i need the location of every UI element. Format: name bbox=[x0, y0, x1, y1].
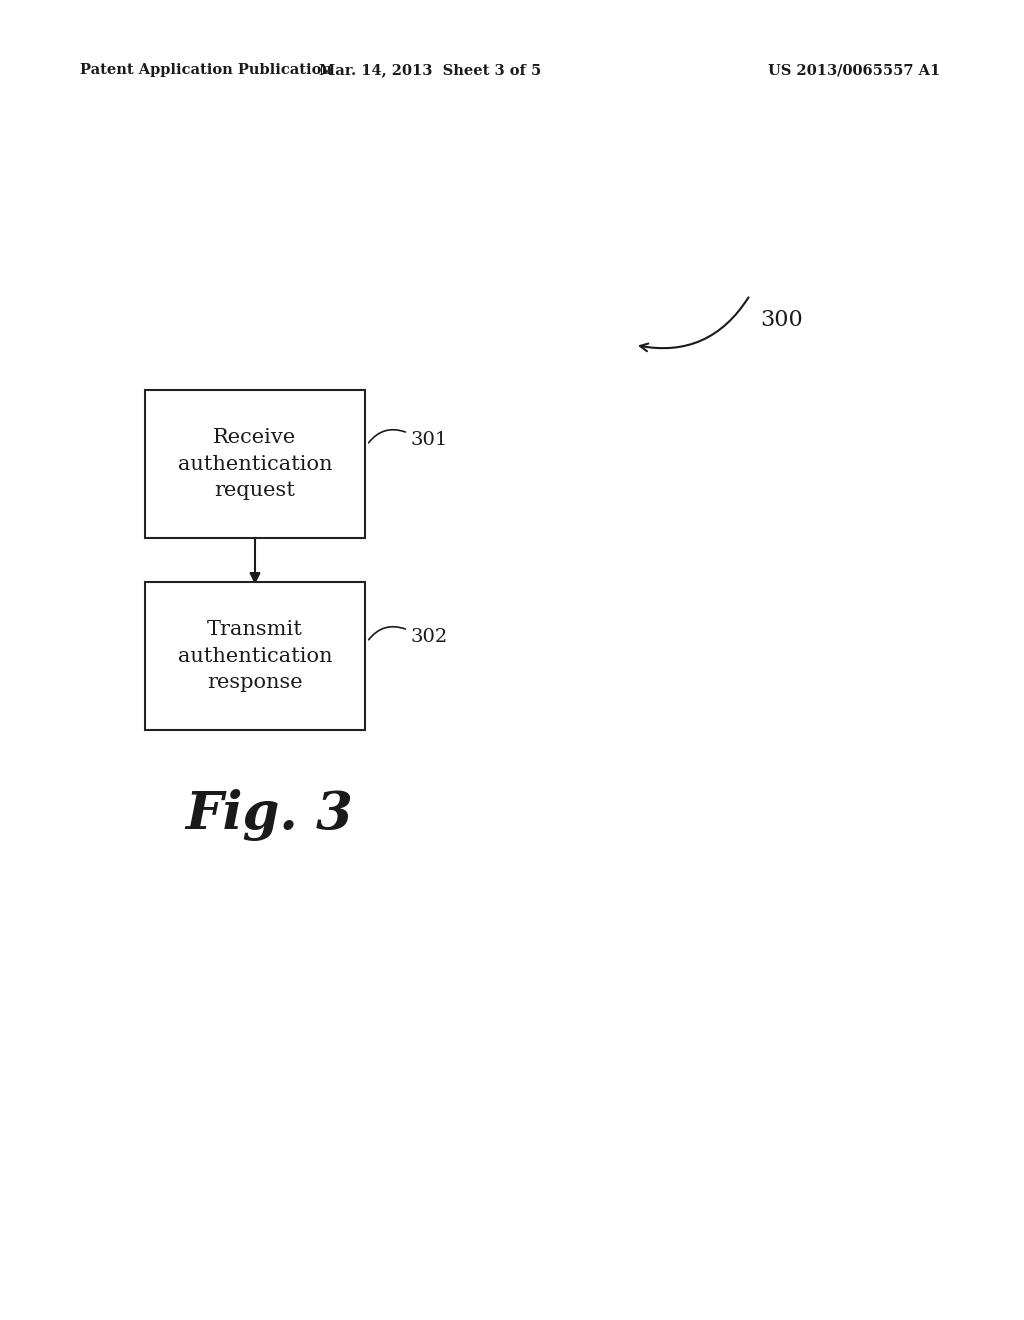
Text: Patent Application Publication: Patent Application Publication bbox=[80, 63, 332, 77]
Text: 302: 302 bbox=[410, 628, 447, 645]
Text: Fig. 3: Fig. 3 bbox=[185, 789, 353, 841]
Text: 300: 300 bbox=[760, 309, 803, 331]
Text: Mar. 14, 2013  Sheet 3 of 5: Mar. 14, 2013 Sheet 3 of 5 bbox=[318, 63, 541, 77]
Bar bbox=[145, 582, 365, 730]
Text: Transmit
authentication
response: Transmit authentication response bbox=[178, 620, 332, 692]
Text: 301: 301 bbox=[410, 432, 447, 449]
Text: US 2013/0065557 A1: US 2013/0065557 A1 bbox=[768, 63, 940, 77]
Bar bbox=[145, 389, 365, 539]
Text: Receive
authentication
request: Receive authentication request bbox=[178, 428, 332, 500]
